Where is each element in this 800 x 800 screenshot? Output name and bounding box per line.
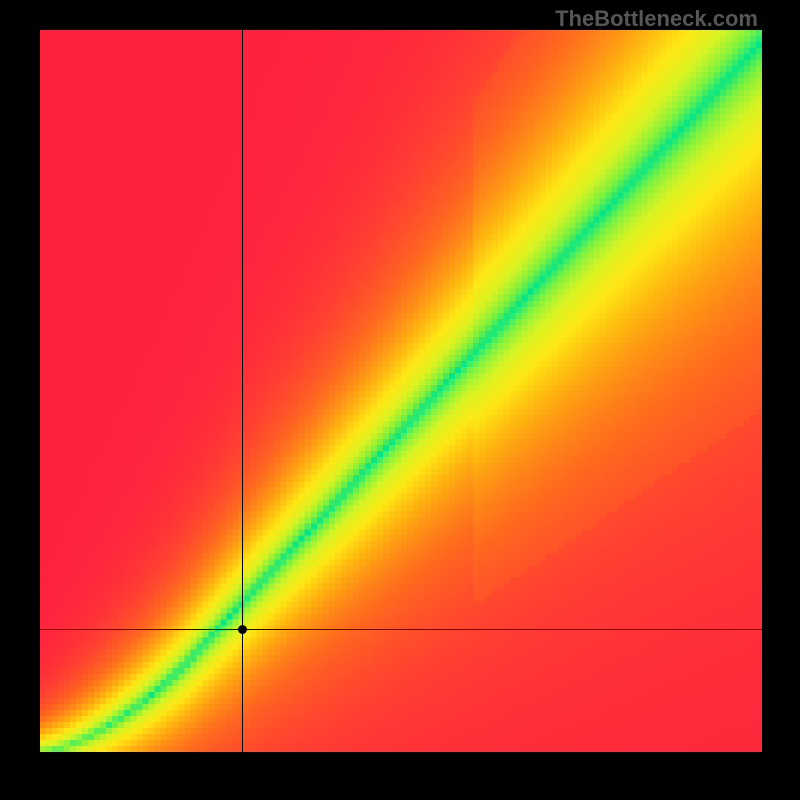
crosshair-vertical xyxy=(242,30,243,752)
bottleneck-heatmap xyxy=(40,30,762,752)
chart-container: TheBottleneck.com xyxy=(0,0,800,800)
watermark-text: TheBottleneck.com xyxy=(555,6,758,32)
crosshair-horizontal xyxy=(40,629,762,630)
crosshair-marker xyxy=(238,625,247,634)
